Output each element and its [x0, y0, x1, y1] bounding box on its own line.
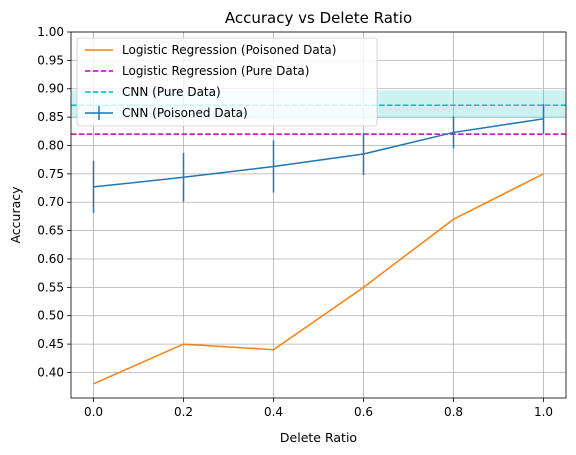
legend: Logistic Regression (Poisoned Data) Logis… — [76, 37, 378, 127]
y-tick-label: 1.00 — [37, 25, 64, 39]
lr-poisoned-line — [93, 173, 544, 385]
y-tick-label: 0.75 — [37, 167, 64, 181]
x-tick-label: 0.2 — [174, 405, 193, 419]
legend-box — [76, 37, 378, 127]
y-tick-label: 0.50 — [37, 309, 64, 323]
x-tick-label: 0.8 — [444, 405, 463, 419]
x-tick-label: 0.6 — [354, 405, 373, 419]
plot-frame — [70, 31, 567, 399]
chart-title: Accuracy vs Delete Ratio — [225, 9, 412, 27]
legend-item: Logistic Regression (Poisoned Data) — [85, 43, 336, 57]
cnn-poisoned-line — [93, 118, 544, 188]
y-tick-label: 0.40 — [37, 365, 64, 379]
y-tick-label: 0.80 — [37, 138, 64, 152]
x-axis-title: Delete Ratio — [280, 430, 357, 445]
y-axis-title: Accuracy — [8, 186, 23, 244]
legend-label: CNN (Pure Data) — [122, 85, 221, 99]
y-tick-label: 0.90 — [37, 82, 64, 96]
legend-label: Logistic Regression (Pure Data) — [122, 64, 309, 78]
ticks-layer: 0.0 0.2 0.4 0.6 0.8 1.0 0.40 0.45 0.50 0.55 0.60 0.… — [37, 25, 553, 419]
legend-label: CNN (Poisoned Data) — [122, 106, 248, 120]
y-tick-label: 0.70 — [37, 195, 64, 209]
x-tick-label: 0.4 — [264, 405, 283, 419]
y-tick-label: 0.55 — [37, 280, 64, 294]
legend-item: Logistic Regression (Pure Data) — [85, 64, 309, 78]
legend-item: CNN (Poisoned Data) — [85, 106, 248, 120]
y-tick-label: 0.95 — [37, 53, 64, 67]
x-tick-label: 0.0 — [84, 405, 103, 419]
series-layer — [71, 104, 566, 385]
y-tick-label: 0.60 — [37, 252, 64, 266]
y-tick-label: 0.45 — [37, 337, 64, 351]
y-tick-label: 0.85 — [37, 110, 64, 124]
y-tick-label: 0.65 — [37, 224, 64, 238]
x-tick-label: 1.0 — [534, 405, 553, 419]
legend-label: Logistic Regression (Poisoned Data) — [122, 43, 336, 57]
legend-item: CNN (Pure Data) — [85, 85, 221, 99]
